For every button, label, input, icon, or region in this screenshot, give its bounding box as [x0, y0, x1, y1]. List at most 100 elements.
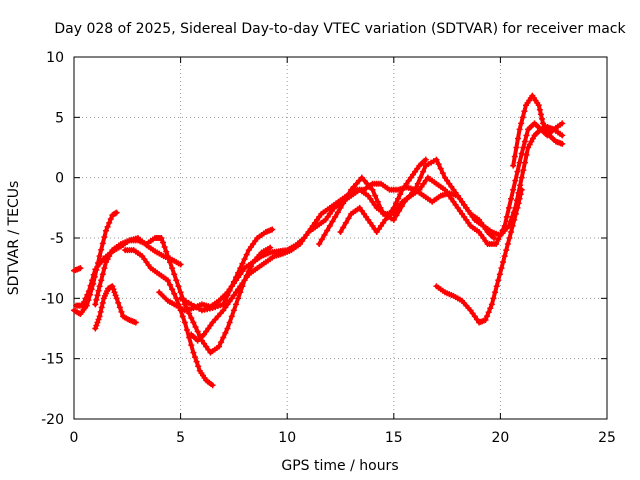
- data-point: [422, 177, 429, 184]
- data-point: [324, 227, 331, 234]
- data-point: [95, 316, 102, 323]
- data-point: [508, 195, 515, 202]
- data-point: [452, 189, 459, 196]
- data-point: [384, 213, 391, 220]
- data-point: [503, 213, 510, 220]
- data-point: [116, 304, 123, 311]
- data-point: [356, 177, 363, 184]
- data-point: [380, 219, 387, 226]
- data-point: [508, 228, 515, 235]
- data-point: [404, 195, 411, 202]
- data-point: [444, 177, 451, 184]
- data-point: [163, 248, 170, 255]
- data-point: [388, 207, 395, 214]
- data-point: [444, 189, 451, 196]
- data-point: [390, 216, 397, 223]
- data-point: [420, 180, 427, 187]
- data-point: [459, 198, 466, 205]
- data-point: [540, 120, 547, 127]
- data-point: [203, 328, 210, 335]
- data-point: [188, 342, 195, 349]
- data-point: [241, 256, 248, 263]
- data-point: [89, 277, 96, 284]
- data-point: [94, 319, 101, 326]
- data-point: [230, 278, 237, 285]
- data-point: [233, 274, 240, 281]
- data-point: [358, 174, 365, 181]
- data-point: [171, 290, 178, 297]
- data-point: [448, 195, 455, 202]
- data-point: [366, 183, 373, 190]
- data-point: [372, 192, 379, 199]
- y-tick-label: -15: [41, 352, 64, 368]
- data-point: [356, 204, 363, 211]
- data-point: [340, 224, 347, 231]
- data-point: [498, 265, 505, 272]
- data-point: [104, 256, 111, 263]
- series-line: [123, 248, 215, 388]
- data-point: [476, 216, 483, 223]
- data-point: [329, 218, 336, 225]
- data-point: [188, 314, 195, 321]
- data-point: [450, 186, 457, 193]
- data-point: [395, 195, 402, 202]
- data-point: [194, 328, 201, 335]
- data-point: [237, 265, 244, 272]
- data-point: [514, 135, 521, 142]
- data-point: [456, 207, 463, 214]
- series-track-5: [92, 235, 274, 356]
- data-point: [518, 186, 525, 193]
- data-point: [482, 238, 489, 245]
- data-point: [420, 168, 427, 175]
- data-point: [517, 191, 524, 198]
- data-point: [82, 295, 89, 302]
- data-point: [99, 271, 106, 278]
- data-point: [158, 235, 165, 241]
- data-point: [523, 152, 530, 159]
- data-point: [504, 241, 511, 248]
- data-point: [113, 209, 120, 216]
- data-point: [523, 132, 530, 139]
- data-point: [115, 299, 122, 306]
- data-point: [516, 159, 523, 166]
- data-point: [94, 292, 101, 299]
- data-point: [192, 323, 199, 330]
- data-point: [252, 238, 259, 245]
- data-point: [377, 204, 384, 211]
- data-point: [461, 213, 468, 220]
- data-point: [110, 286, 117, 293]
- data-point: [328, 207, 335, 214]
- data-point: [398, 203, 405, 210]
- data-point: [465, 219, 472, 226]
- data-point: [484, 313, 491, 320]
- data-point: [215, 343, 222, 350]
- data-point: [543, 126, 550, 133]
- x-tick-label: 15: [385, 430, 403, 446]
- y-axis-label: SDTVAR / TECUs: [6, 181, 22, 296]
- data-point: [85, 288, 92, 295]
- data-point: [228, 295, 235, 302]
- data-point: [96, 253, 103, 260]
- data-point: [405, 177, 412, 184]
- data-point: [465, 207, 472, 214]
- data-point: [235, 269, 242, 276]
- data-point: [342, 195, 349, 202]
- data-point: [340, 200, 347, 207]
- data-point: [520, 167, 527, 174]
- data-point: [322, 216, 329, 223]
- data-point: [348, 186, 355, 193]
- series-track-4: [92, 283, 139, 332]
- series-track-12: [433, 186, 525, 326]
- data-point: [235, 286, 242, 293]
- series-track-9: [177, 226, 276, 314]
- data-point: [299, 238, 306, 245]
- data-point: [511, 216, 518, 223]
- data-point: [98, 304, 105, 311]
- data-point: [243, 274, 250, 281]
- data-point: [296, 241, 303, 248]
- data-point: [526, 141, 533, 148]
- data-point: [510, 186, 517, 193]
- data-point: [360, 210, 367, 217]
- data-point: [166, 281, 173, 288]
- data-point: [226, 298, 233, 305]
